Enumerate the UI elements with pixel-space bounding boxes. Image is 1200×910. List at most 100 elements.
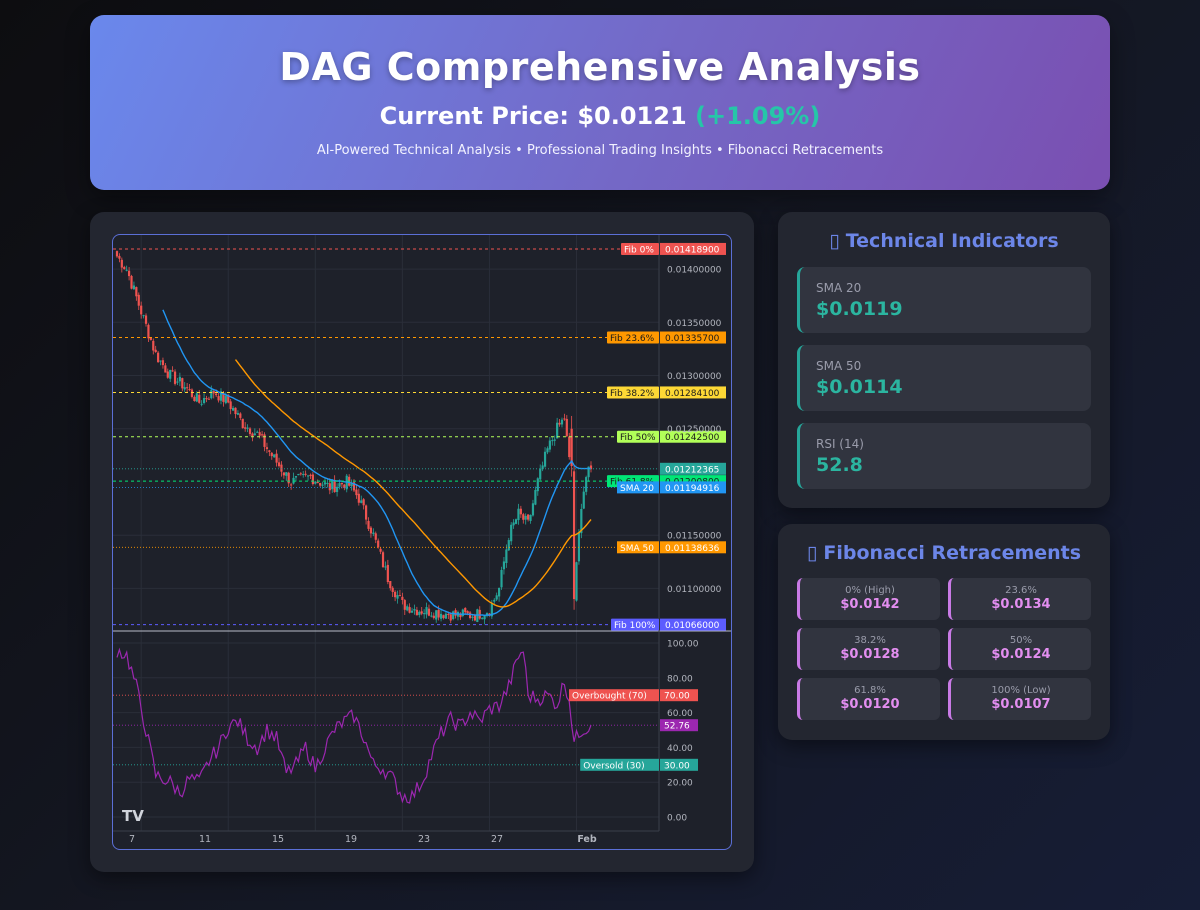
candle-body: [582, 491, 585, 509]
candle-body: [326, 482, 329, 484]
price-tick-label: 0.01100000: [667, 585, 722, 595]
price-tick-label: 0.01150000: [667, 532, 722, 542]
tradingview-logo-icon: TV: [122, 807, 144, 825]
fib-value: $0.0128: [840, 647, 900, 662]
candle-body: [115, 251, 119, 257]
candle-body: [410, 610, 414, 613]
candle-body: [481, 617, 484, 619]
fib-tag: [611, 618, 659, 631]
candle-body: [476, 609, 479, 622]
candle-body: [314, 481, 317, 484]
candle-body: [261, 434, 264, 436]
candle-body: [186, 387, 189, 389]
fib-value: $0.0107: [991, 697, 1051, 712]
overbought-tag: [569, 689, 659, 702]
candle-body: [379, 548, 382, 552]
fib-value: $0.0120: [840, 697, 900, 712]
candle-body: [212, 391, 215, 394]
candle-body: [577, 532, 581, 562]
candle-body: [367, 520, 370, 529]
candle-body: [265, 447, 269, 450]
fib-level-23: 23.6% $0.0134: [948, 578, 1091, 620]
time-tick-label: 23: [418, 834, 430, 845]
candle-body: [127, 270, 131, 277]
fib-value: $0.0142: [840, 597, 900, 612]
fib-price-tag: [660, 242, 726, 255]
chart-canvas[interactable]: Fib 0% 0.01418900 Fib 23.6% 0.01335700 Fib 3…: [113, 235, 732, 850]
candle-body: [551, 440, 554, 442]
candle-body: [543, 451, 547, 467]
candle-body: [125, 269, 128, 271]
candle-body: [398, 595, 402, 597]
indicator-value: $0.0119: [816, 298, 903, 320]
candle-body: [401, 596, 404, 601]
candle-body: [202, 397, 206, 403]
fibonacci-panel: ▯ Fibonacci Retracements 0% (High) $0.014…: [778, 524, 1110, 740]
price-label: Current Price: $0.0121: [379, 102, 687, 130]
candle-body: [331, 480, 334, 490]
candle-body: [152, 340, 155, 351]
time-tick-label: 11: [199, 834, 211, 845]
time-tick-label: 19: [345, 834, 357, 845]
candle-body: [500, 569, 503, 588]
price-tick-label: 0.01250000: [667, 425, 722, 435]
technical-indicators-panel: ▯ Technical Indicators SMA 20 $0.0119 SMA…: [778, 212, 1110, 508]
candle-body: [287, 472, 290, 484]
candle-body: [173, 371, 177, 384]
candle-body: [444, 613, 447, 619]
candle-body: [485, 613, 489, 616]
fib-tag-label: Fib 100%: [614, 621, 656, 631]
candle-body: [355, 489, 358, 496]
candle-body: [178, 376, 181, 382]
price-change: (+1.09%): [695, 102, 821, 130]
indicator-label: RSI (14): [816, 437, 864, 451]
chart-icon: ▯: [829, 230, 840, 252]
candle-body: [280, 464, 283, 472]
candle-body: [140, 305, 143, 315]
fib-level-50: 50% $0.0124: [948, 628, 1091, 670]
indicator-rsi: RSI (14) 52.8: [797, 423, 1091, 489]
trading-chart[interactable]: Fib 0% 0.01418900 Fib 23.6% 0.01335700 Fib 3…: [112, 234, 732, 850]
candle-body: [231, 407, 235, 411]
candle-body: [570, 428, 573, 466]
candle-body: [512, 522, 515, 526]
candle-body: [556, 422, 559, 439]
candle-body: [423, 613, 426, 615]
candle-body: [427, 608, 431, 616]
fib-value: $0.0134: [991, 597, 1051, 612]
candle-body: [241, 418, 244, 429]
candle-body: [522, 514, 525, 520]
candle-body: [195, 393, 198, 402]
indicator-label: SMA 50: [816, 359, 862, 373]
candle-body: [466, 611, 469, 614]
rsi-current-value: 52.76: [664, 722, 690, 732]
candle-body: [449, 614, 452, 621]
candle-body: [263, 434, 266, 447]
oversold-value: 30.00: [664, 761, 690, 771]
fib-level-0: 0% (High) $0.0142: [797, 578, 940, 620]
candle-body: [413, 608, 416, 611]
chart-icon: ▯: [806, 542, 818, 564]
candle-body: [239, 413, 242, 418]
candle-body: [558, 422, 561, 425]
candle-body: [483, 615, 486, 620]
candle-body: [490, 603, 493, 617]
fib-label: 38.2%: [854, 635, 886, 646]
candle-body: [350, 483, 353, 487]
candle-body: [391, 587, 394, 592]
candle-body: [435, 610, 438, 620]
fib-label: 100% (Low): [991, 685, 1051, 696]
fib-tag-label: Fib 23.6%: [610, 334, 655, 344]
candle-body: [507, 540, 510, 551]
candle-body: [510, 524, 513, 542]
candle-body: [589, 465, 593, 470]
candle-body: [282, 472, 285, 476]
candle-body: [534, 490, 537, 505]
fib-tag-label: Fib 0%: [624, 245, 654, 255]
candle-body: [302, 474, 305, 476]
candle-body: [219, 391, 223, 401]
oversold-tag: [580, 758, 659, 771]
candle-body: [299, 473, 302, 475]
candle-body: [464, 607, 467, 613]
fib-tag: [607, 331, 659, 344]
